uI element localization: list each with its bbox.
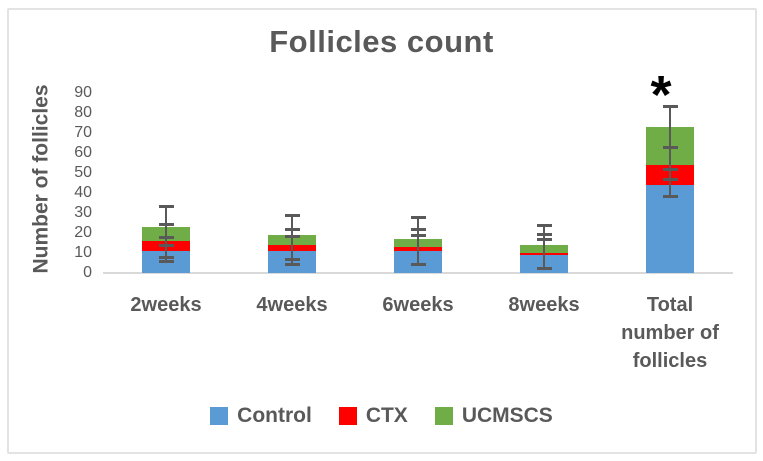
- error-bar-line-2weeks: [165, 206, 167, 261]
- error-bar-cap-4weeks: [285, 214, 300, 217]
- legend-item-control: Control: [210, 404, 312, 428]
- x-axis-label-6weeks: 6weeks: [382, 294, 454, 316]
- error-bar-cap-4weeks: [285, 263, 300, 266]
- error-bar-cap-2weeks: [159, 260, 174, 263]
- legend-label-ctx: CTX: [365, 404, 408, 427]
- error-bar-line-total-number-of-follicles: [669, 106, 671, 196]
- error-bar-cap-8weeks: [537, 224, 552, 227]
- error-bar-cap-8weeks: [537, 233, 552, 236]
- legend-item-ctx: CTX: [338, 404, 408, 428]
- y-axis-title: Number of follicles: [30, 84, 53, 274]
- legend-swatch-ctx: [338, 407, 357, 425]
- legend: Control CTX UCMSCS: [0, 400, 763, 432]
- error-bar-cap-8weeks: [537, 238, 552, 241]
- chart-title: Follicles count: [269, 24, 494, 59]
- error-bar-line-8weeks: [543, 225, 545, 268]
- x-axis-label-8weeks: 8weeks: [508, 294, 580, 316]
- error-bar-cap-total-number-of-follicles: [663, 105, 678, 108]
- y-tick-label: 40: [74, 184, 92, 201]
- error-bar-cap-6weeks: [411, 263, 426, 266]
- error-bar-line-4weeks: [291, 215, 293, 264]
- bar-segment-control-total-number-of-follicles: [646, 185, 694, 273]
- error-bar-cap-4weeks: [285, 235, 300, 238]
- error-bar-cap-2weeks: [159, 236, 174, 239]
- legend-label-ucmscs: UCMSCS: [461, 404, 553, 427]
- y-tick-label: 80: [74, 104, 92, 121]
- y-tick-label: 10: [74, 244, 92, 261]
- error-bar-cap-total-number-of-follicles: [663, 168, 678, 171]
- error-bar-cap-2weeks: [159, 205, 174, 208]
- y-tick-label: 60: [74, 144, 92, 161]
- error-bar-cap-2weeks: [159, 256, 174, 259]
- y-tick-label: 90: [74, 84, 92, 101]
- legend-item-ucmscs: UCMSCS: [434, 404, 553, 428]
- x-axis-label-4weeks: 4weeks: [256, 294, 328, 316]
- y-tick-label: 70: [74, 124, 92, 141]
- legend-label-control: Control: [237, 404, 312, 427]
- y-tick-label: 20: [74, 224, 92, 241]
- y-tick-label: 30: [74, 204, 92, 221]
- error-bar-cap-4weeks: [285, 228, 300, 231]
- error-bar-cap-total-number-of-follicles: [663, 178, 678, 181]
- error-bar-cap-total-number-of-follicles: [663, 146, 678, 149]
- error-bar-cap-8weeks: [537, 267, 552, 270]
- y-tick-label: 0: [83, 264, 92, 281]
- error-bar-cap-6weeks: [411, 234, 426, 237]
- legend-swatch-control: [210, 407, 229, 425]
- error-bar-cap-4weeks: [285, 258, 300, 261]
- error-bar-line-6weeks: [417, 217, 419, 264]
- error-bar-cap-6weeks: [411, 228, 426, 231]
- y-tick-label: 50: [74, 164, 92, 181]
- x-axis-label-total-number-of-follicles: Total number of follicles: [621, 294, 719, 372]
- y-axis-title-box: Number of follicles: [28, 83, 56, 275]
- legend-swatch-ucmscs: [434, 407, 453, 425]
- error-bar-cap-total-number-of-follicles: [663, 195, 678, 198]
- x-axis-line: [103, 272, 733, 274]
- error-bar-cap-6weeks: [411, 216, 426, 219]
- x-axis-label-2weeks: 2weeks: [130, 294, 202, 316]
- error-bar-cap-2weeks: [159, 223, 174, 226]
- error-bar-cap-2weeks: [159, 244, 174, 247]
- significance-asterisk: *: [650, 65, 672, 125]
